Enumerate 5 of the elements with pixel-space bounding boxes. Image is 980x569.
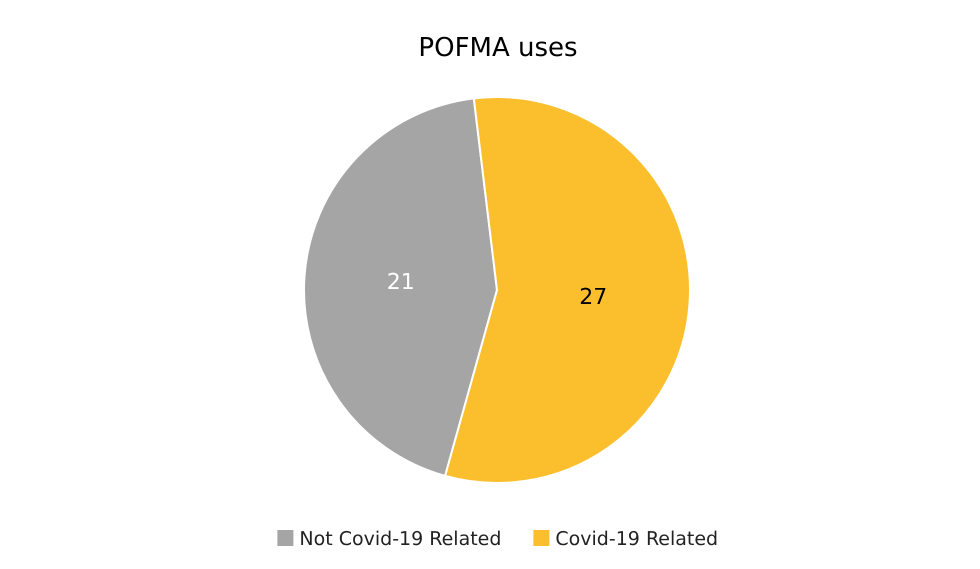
legend-label: Covid-19 Related bbox=[555, 528, 718, 550]
data-label: 21 bbox=[386, 270, 415, 296]
chart-title: POFMA uses bbox=[418, 33, 578, 63]
legend-label: Not Covid-19 Related bbox=[299, 528, 502, 550]
data-label: 27 bbox=[579, 284, 608, 310]
